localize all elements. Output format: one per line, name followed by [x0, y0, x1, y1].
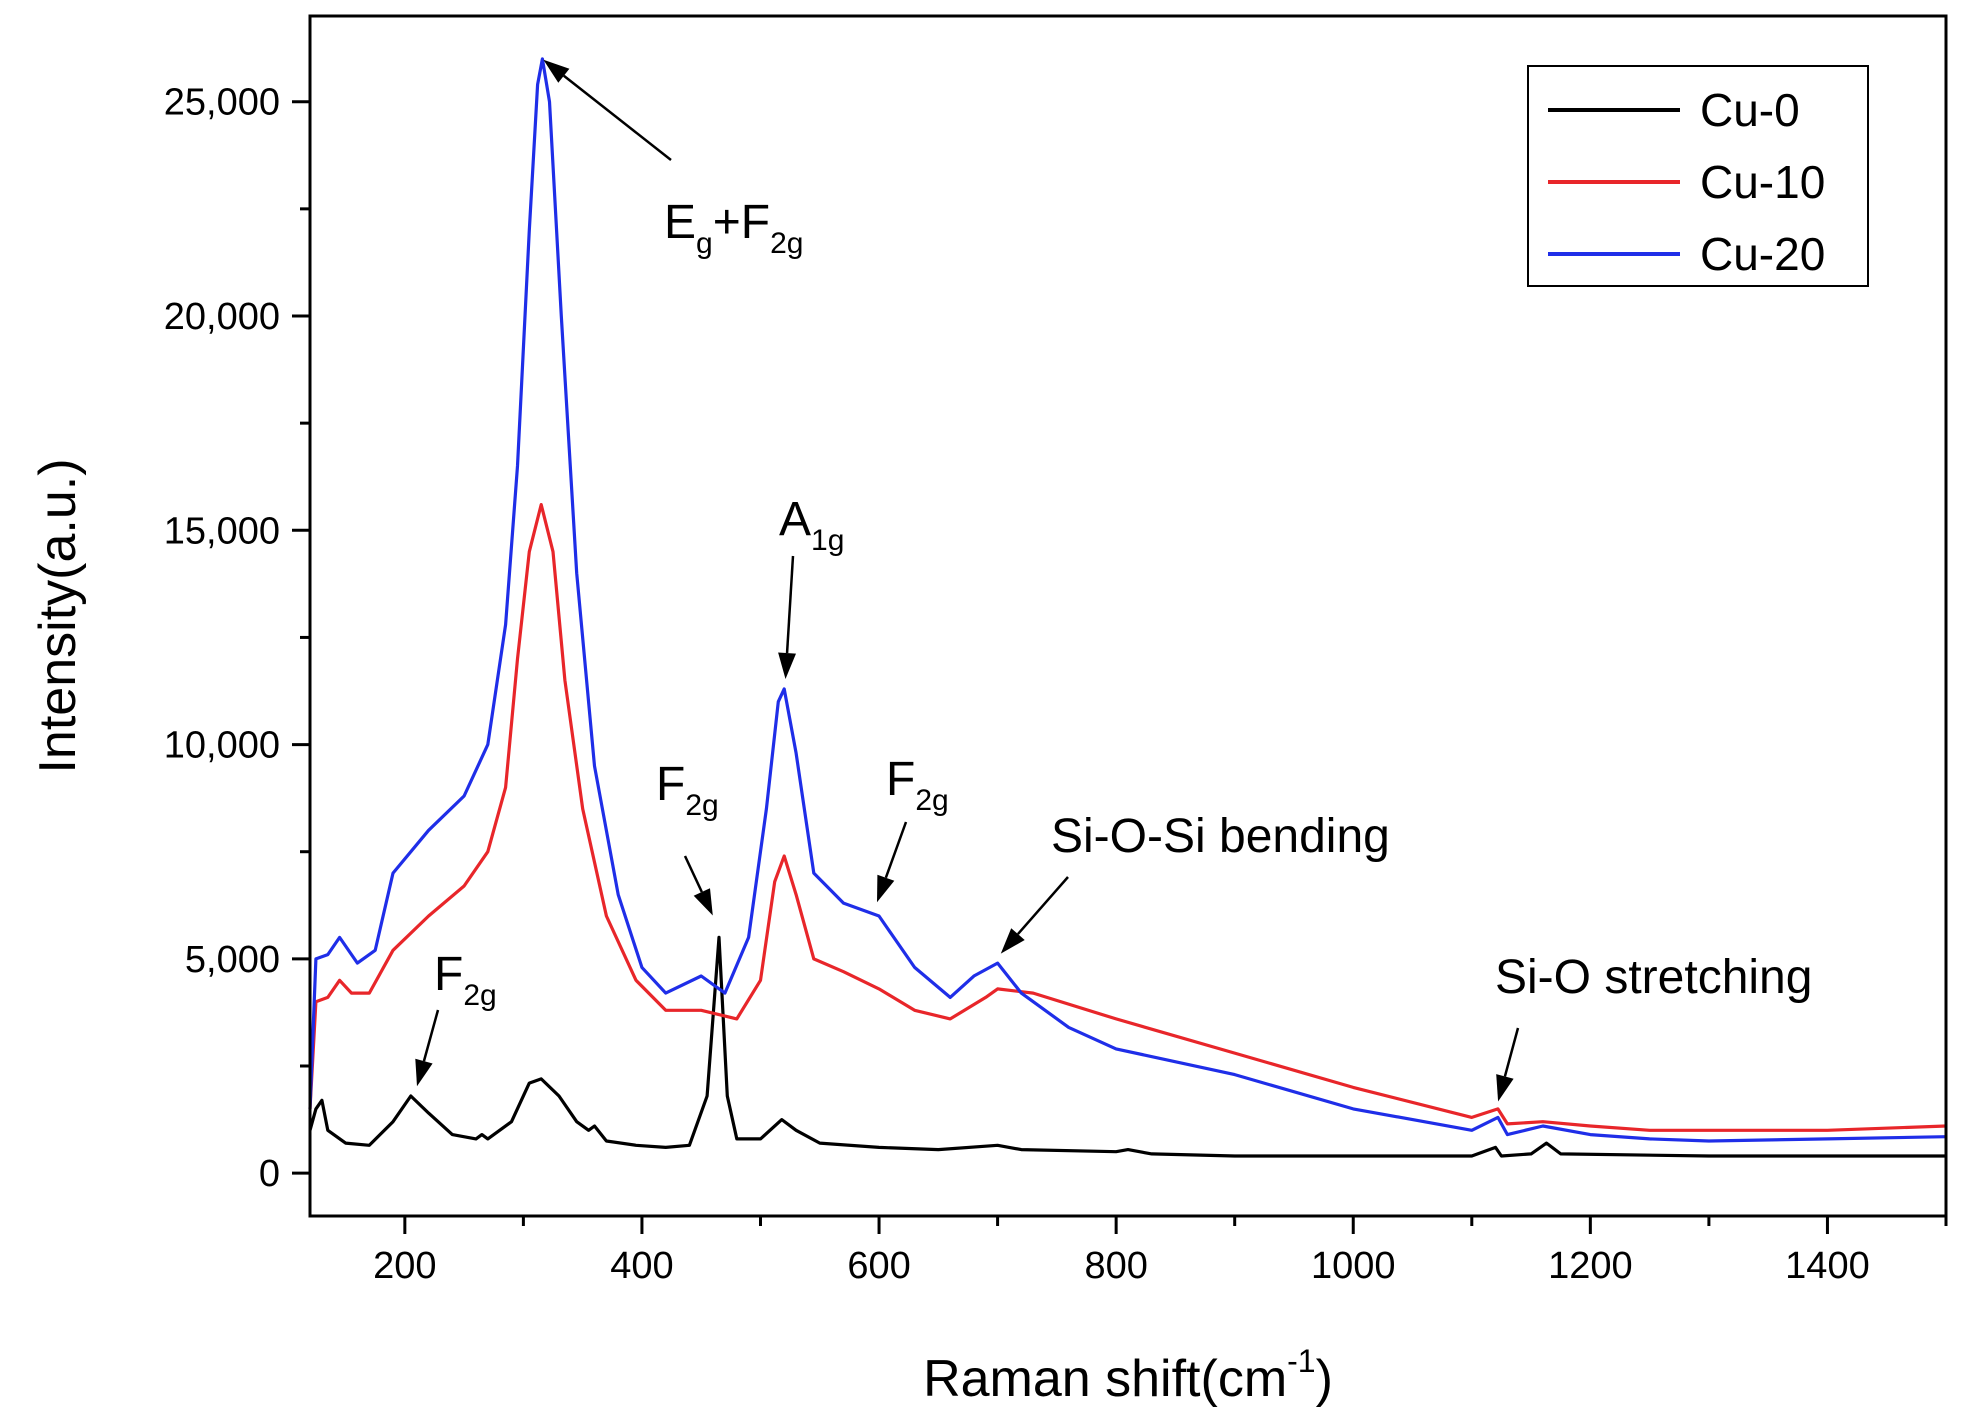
legend-box — [1527, 65, 1869, 287]
series-line-cu-0 — [308, 935, 1946, 1158]
annotation-arrow-line — [1016, 876, 1069, 935]
x-tick-label: 400 — [610, 1245, 673, 1287]
annotation-arrow-line — [1503, 1027, 1520, 1077]
legend-entries: Cu-0 Cu-10 Cu-20 — [1548, 84, 1825, 280]
series-line-cu-20 — [308, 57, 1947, 1143]
annotation-eg-f2g: Eg+F2g — [664, 196, 803, 260]
y-tick-label: 20,000 — [164, 296, 280, 338]
y-tick-label: 5,000 — [185, 939, 280, 981]
legend-label-cu-0: Cu-0 — [1700, 84, 1800, 136]
legend-label-cu-10: Cu-10 — [1700, 156, 1825, 208]
annotation-arrow-head — [778, 652, 796, 679]
annotation-si-o-stretching: Si-O stretching — [1495, 951, 1812, 1004]
annotation-arrow-head — [877, 874, 895, 903]
x-tick-label: 800 — [1084, 1245, 1147, 1287]
x-tick-label: 200 — [373, 1245, 436, 1287]
x-tick-label: 600 — [847, 1245, 910, 1287]
annotations: Eg+F2g A1g F2g F2g F2g Si-O-Si bending S… — [434, 196, 1812, 1012]
annotation-arrow-line — [884, 821, 908, 879]
annotation-si-o-si-bending: Si-O-Si bending — [1051, 810, 1390, 863]
annotation-arrow-head — [543, 59, 570, 83]
x-tick-label: 1200 — [1548, 1245, 1633, 1287]
series-group — [308, 57, 1947, 1158]
annotation-arrow-head — [415, 1058, 433, 1087]
y-ticks: 0 5,000 10,000 15,000 20,000 25,000 — [164, 82, 310, 1195]
annotation-arrow-head — [693, 888, 713, 916]
x-tick-label: 1000 — [1311, 1245, 1396, 1287]
plot-frame — [308, 14, 1948, 1218]
y-tick-label: 15,000 — [164, 510, 280, 552]
x-axis-title: Raman shift(cm-1) — [923, 1343, 1333, 1408]
series-line-cu-10 — [308, 503, 1947, 1132]
y-tick-label: 0 — [259, 1153, 280, 1195]
annotation-arrow-head — [1000, 928, 1025, 954]
annotation-arrows — [415, 59, 1520, 1102]
annotation-f2g-600: F2g — [886, 753, 949, 817]
legend-label-cu-20: Cu-20 — [1700, 228, 1825, 280]
y-tick-label: 10,000 — [164, 725, 280, 767]
annotation-arrow-line — [563, 74, 672, 161]
annotation-a1g: A1g — [779, 493, 844, 557]
annotation-f2g-460: F2g — [656, 758, 719, 822]
x-tick-label: 1400 — [1785, 1245, 1870, 1287]
y-axis-title: Intensity(a.u.) — [29, 458, 87, 773]
x-ticks: 200 400 600 800 1000 1200 1400 — [373, 1216, 1948, 1287]
annotation-arrow-line — [422, 1009, 440, 1062]
legend: Cu-0 Cu-10 Cu-20 — [1527, 65, 1869, 287]
y-tick-label: 25,000 — [164, 82, 280, 124]
annotation-arrow-head — [1496, 1074, 1514, 1102]
annotation-arrow-line — [683, 855, 703, 893]
annotation-arrow-line — [785, 555, 795, 654]
annotation-f2g-210: F2g — [434, 948, 497, 1012]
